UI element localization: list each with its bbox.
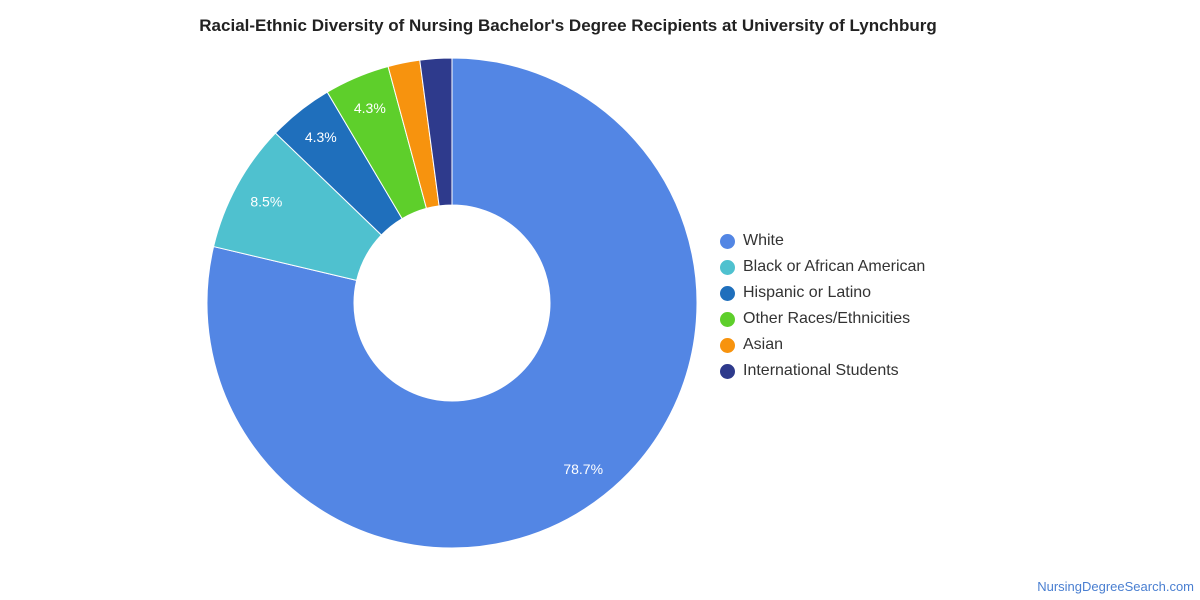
legend-label: Other Races/Ethnicities bbox=[743, 310, 911, 327]
chart-legend: White Black or African American Hispanic o… bbox=[720, 228, 925, 384]
slice-international-students[interactable] bbox=[419, 57, 453, 207]
slice-label: 4.3% bbox=[305, 129, 337, 145]
legend-item[interactable]: Asian bbox=[720, 332, 925, 358]
legend-item[interactable]: International Students bbox=[720, 358, 925, 384]
source-credit[interactable]: NursingDegreeSearch.com bbox=[1037, 579, 1194, 594]
slice-label: 8.5% bbox=[250, 194, 282, 210]
legend-item[interactable]: Black or African American bbox=[720, 254, 925, 280]
legend-swatch-icon bbox=[720, 363, 735, 379]
legend-label: Hispanic or Latino bbox=[743, 284, 872, 301]
legend-item[interactable]: Other Races/Ethnicities bbox=[720, 306, 925, 332]
legend-swatch-icon bbox=[720, 285, 735, 301]
donut-labels: 78.7% 8.5% 4.3% 4.3% bbox=[250, 100, 603, 477]
chart-title: Racial-Ethnic Diversity of Nursing Bache… bbox=[199, 16, 937, 35]
slice-label: 4.3% bbox=[354, 100, 386, 116]
legend-swatch-icon bbox=[720, 337, 735, 353]
legend-item[interactable]: White bbox=[720, 228, 925, 254]
donut-slices bbox=[206, 57, 698, 549]
legend-label: White bbox=[743, 232, 784, 249]
legend-label: International Students bbox=[743, 362, 899, 379]
slice-label: 78.7% bbox=[563, 461, 603, 477]
legend-item[interactable]: Hispanic or Latino bbox=[720, 280, 925, 306]
legend-swatch-icon bbox=[720, 259, 735, 275]
legend-label: Asian bbox=[743, 336, 784, 353]
slice-white[interactable] bbox=[206, 57, 698, 549]
legend-swatch-icon bbox=[720, 233, 735, 249]
legend-swatch-icon bbox=[720, 311, 735, 327]
legend-label: Black or African American bbox=[743, 258, 926, 275]
